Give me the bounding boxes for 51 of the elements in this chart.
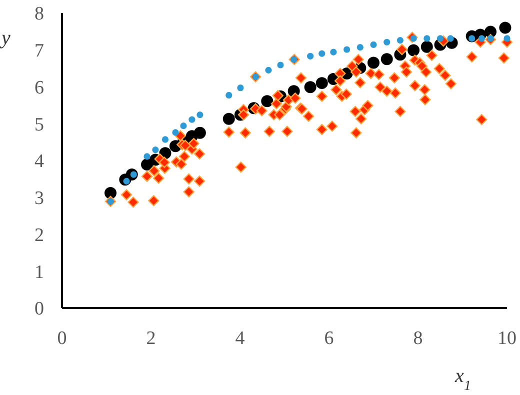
point [194, 126, 206, 139]
point [447, 35, 454, 42]
point [318, 50, 326, 57]
point [144, 153, 150, 160]
point [420, 40, 433, 53]
point [368, 56, 380, 69]
point [188, 116, 196, 123]
y-tick-label: 8 [34, 4, 44, 25]
point [396, 36, 404, 44]
x-axis-title: x$_{1}$ [454, 365, 471, 394]
point [172, 129, 179, 136]
point [408, 44, 420, 56]
x-tick-label: 8 [413, 328, 423, 349]
point [384, 38, 390, 46]
point [261, 95, 274, 108]
y-tick-label: 6 [34, 77, 44, 98]
point [180, 122, 187, 130]
point [104, 186, 117, 199]
y-axis-title: y [0, 27, 11, 49]
point [237, 84, 244, 92]
point [152, 146, 159, 154]
y-tick-label: 0 [34, 298, 44, 320]
point [370, 41, 377, 48]
y-tick-label: 7 [34, 40, 44, 62]
x-tick-label: 2 [146, 328, 156, 349]
y-tick-label: 4 [34, 151, 44, 172]
point [316, 77, 328, 90]
point [222, 112, 235, 125]
point [304, 81, 316, 94]
x-tick-label: 4 [235, 328, 246, 349]
x-tick-label: 0 [57, 328, 67, 349]
point [478, 35, 485, 42]
point [196, 111, 204, 118]
point [162, 136, 169, 143]
point [356, 44, 364, 51]
point [307, 52, 314, 60]
point [424, 35, 430, 42]
point [344, 46, 350, 53]
point [226, 92, 232, 99]
point [265, 66, 272, 74]
point [504, 35, 510, 42]
y-tick-label: 3 [34, 188, 44, 210]
point [277, 62, 284, 68]
point [330, 48, 337, 56]
x-tick-label: 6 [324, 328, 334, 349]
point [499, 22, 512, 34]
x-tick-label: 10 [498, 328, 516, 349]
point [380, 53, 393, 66]
y-tick-label: 1 [34, 262, 44, 283]
y-tick-label: 2 [34, 224, 44, 246]
y-tick-label: 5 [34, 114, 44, 136]
